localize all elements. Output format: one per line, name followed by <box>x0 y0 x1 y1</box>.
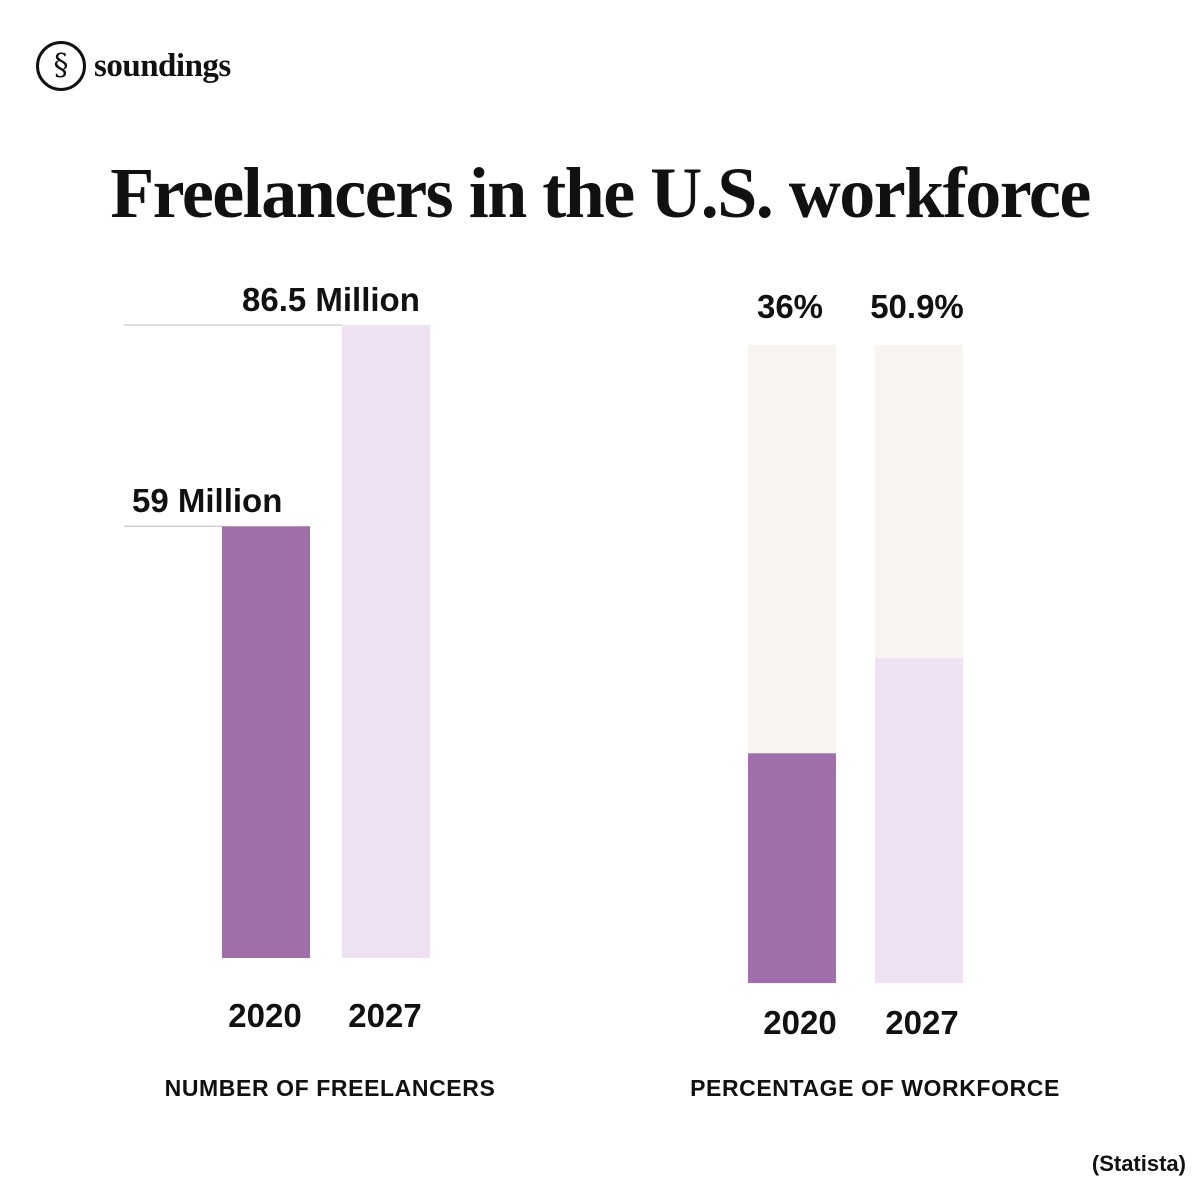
page-title: Freelancers in the U.S. workforce <box>110 153 1091 233</box>
chart2-bar-2027 <box>875 658 963 983</box>
chart2-data-label-2027: 50.9% <box>870 288 964 325</box>
brand-logo[interactable]: § soundings <box>36 38 231 94</box>
chart1-bar-2020 <box>222 526 310 958</box>
chart1-data-label-2020: 59 Million <box>132 482 282 519</box>
chart2-xlabel: PERCENTAGE OF WORKFORCE <box>690 1075 1060 1101</box>
chart1-bar-2027 <box>342 325 430 958</box>
chart2-tick-2027: 2027 <box>885 1004 958 1041</box>
chart1-tick-2020: 2020 <box>228 997 301 1034</box>
chart1-data-label-2027: 86.5 Million <box>242 281 420 318</box>
source-note: (Statista) <box>1091 1151 1186 1176</box>
chart2-data-label-2020: 36% <box>757 288 823 325</box>
section-sign-logo-icon: § <box>36 41 86 91</box>
brand-name: soundings <box>94 47 231 84</box>
chart2-bar-2020 <box>748 753 836 983</box>
chart2-tick-2020: 2020 <box>763 1004 836 1041</box>
chart1-tick-2027: 2027 <box>348 997 421 1034</box>
chart1-xlabel: NUMBER OF FREELANCERS <box>164 1075 496 1101</box>
